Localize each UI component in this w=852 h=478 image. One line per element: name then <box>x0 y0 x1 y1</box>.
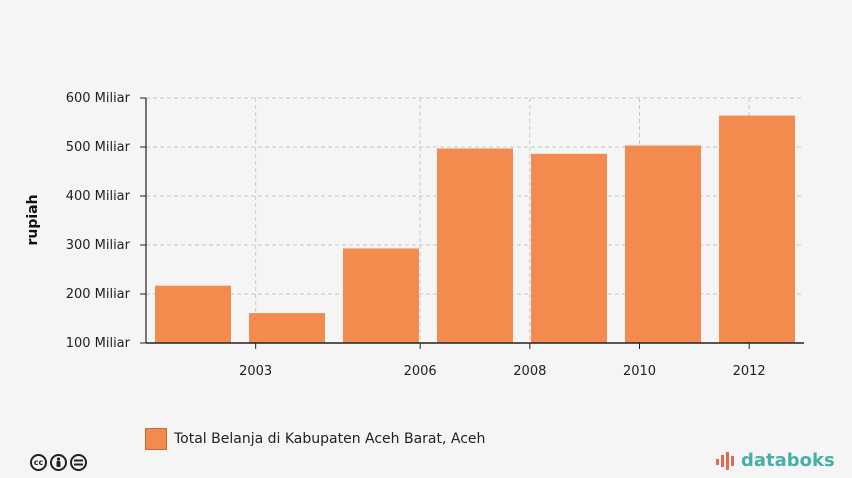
y-tick-label: 200 Miliar <box>66 287 131 302</box>
bar <box>155 285 231 343</box>
y-tick-label: 500 Miliar <box>66 140 131 155</box>
y-tick-label: 300 Miliar <box>66 238 131 253</box>
bar <box>437 148 513 343</box>
x-tick-label: 2003 <box>239 364 272 379</box>
x-tick-labels: 2003 2006 2008 2010 2012 <box>239 364 766 379</box>
license-icons[interactable]: cc <box>30 454 87 471</box>
axes <box>145 98 804 344</box>
x-tick-label: 2008 <box>513 364 546 379</box>
bar <box>343 248 419 343</box>
brand-name: databoks <box>741 450 835 471</box>
bar <box>249 313 325 343</box>
databoks-logo[interactable]: databoks <box>716 450 835 471</box>
by-icon <box>50 454 67 471</box>
y-axis-title: rupiah <box>25 194 41 245</box>
x-tick-label: 2006 <box>404 364 437 379</box>
x-tick-label: 2012 <box>733 364 766 379</box>
legend-label: Total Belanja di Kabupaten Aceh Barat, A… <box>174 431 486 447</box>
y-tick-label: 100 Miliar <box>66 336 131 351</box>
cc-icon: cc <box>30 454 47 471</box>
x-tick-label: 2010 <box>623 364 656 379</box>
bars <box>155 115 795 343</box>
legend[interactable]: Total Belanja di Kabupaten Aceh Barat, A… <box>145 428 485 450</box>
nd-icon <box>70 454 87 471</box>
bar <box>719 115 795 343</box>
databoks-mark-icon <box>716 451 734 470</box>
y-tick-label: 600 Miliar <box>66 91 131 106</box>
bar <box>531 153 607 343</box>
bar <box>625 145 701 343</box>
legend-swatch <box>145 428 167 450</box>
y-tick-label: 400 Miliar <box>66 189 131 204</box>
y-tick-labels: 100 Miliar 200 Miliar 300 Miliar 400 Miliar… <box>66 91 131 351</box>
